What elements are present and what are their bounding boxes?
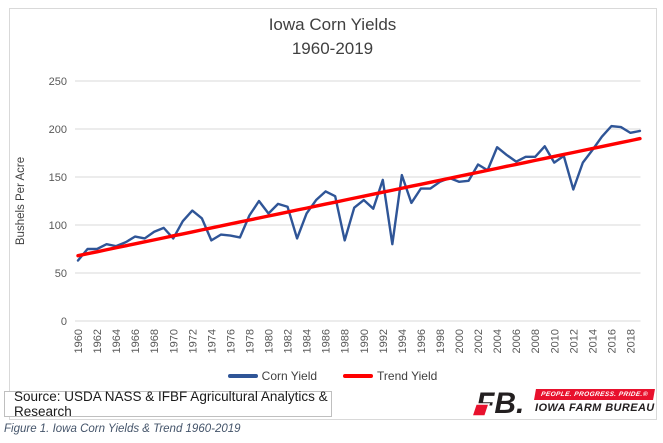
- trend-yield-line: [76, 136, 642, 258]
- y-tick-label: 150: [49, 172, 67, 184]
- chart-title-line2: 1960-2019: [291, 39, 374, 58]
- y-tick-label: 50: [55, 268, 67, 280]
- corn-yield-line: [76, 124, 642, 262]
- x-tick-label: 1964: [111, 329, 123, 353]
- source-box: Source: USDA NASS & IFBF Agricultural An…: [4, 389, 332, 419]
- chart-title-line1: Iowa Corn Yields: [268, 15, 397, 34]
- y-tick-label: 100: [49, 220, 67, 232]
- fb-logo-mark: FB.: [472, 387, 524, 418]
- trend-yield-line-swatch: [343, 374, 374, 378]
- x-tick-label: 2008: [530, 329, 542, 353]
- x-tick-label: 1968: [149, 329, 161, 353]
- legend-label-trend-yield: Trend Yield: [377, 369, 438, 383]
- x-tick-label: 2010: [549, 329, 561, 353]
- x-tick-label: 1980: [264, 329, 276, 353]
- x-tick-label: 1966: [130, 329, 142, 353]
- legend-label-corn-yield: Corn Yield: [261, 369, 318, 383]
- x-tick-label: 1988: [340, 329, 352, 353]
- x-tick-label: 2004: [492, 329, 504, 353]
- x-tick-label: 1982: [283, 329, 295, 353]
- y-axis-title: Bushels Per Acre: [15, 157, 27, 245]
- y-tick-label: 200: [49, 124, 67, 136]
- legend-item-trend-yield: Trend Yield: [343, 369, 437, 383]
- x-tick-label: 1970: [168, 329, 180, 353]
- corn-yield-line-swatch: [227, 374, 258, 378]
- logo-tagline-ribbon: PEOPLE. PROGRESS. PRIDE.®: [534, 388, 655, 400]
- x-tick-label: 1978: [244, 329, 256, 353]
- x-tick-label: 2000: [454, 329, 466, 353]
- source-text: Source: USDA NASS & IFBF Agricultural An…: [14, 389, 328, 419]
- x-tick-label: 2016: [606, 329, 618, 353]
- x-tick-label: 1960: [73, 329, 85, 353]
- logo-org-name: IOWA FARM BUREAU: [535, 401, 655, 414]
- chart-frame: [9, 8, 657, 420]
- x-tick-label: 2014: [587, 329, 599, 353]
- fb-logo-red-accent: [472, 403, 491, 417]
- x-tick-label: 1974: [206, 329, 218, 353]
- x-tick-label: 2006: [511, 329, 523, 353]
- x-tick-label: 1998: [435, 329, 447, 353]
- x-tick-label: 1996: [416, 329, 428, 353]
- chart-title: Iowa Corn Yields 1960-2019: [10, 13, 655, 61]
- x-tick-label: 1986: [321, 329, 333, 353]
- figure-caption: Figure 1. Iowa Corn Yields & Trend 1960-…: [4, 423, 241, 435]
- iowa-farm-bureau-logo: FB. PEOPLE. PROGRESS. PRIDE.® IOWA FARM …: [472, 384, 655, 418]
- x-tick-label: 2018: [625, 329, 637, 353]
- x-tick-label: 2002: [473, 329, 485, 353]
- x-tick-label: 1990: [359, 329, 371, 353]
- y-tick-label: 250: [49, 76, 67, 88]
- x-tick-label: 1972: [187, 329, 199, 353]
- x-tick-label: 1984: [302, 329, 314, 353]
- chart-legend: Corn Yield Trend Yield: [10, 369, 655, 383]
- y-tick-label: 0: [61, 316, 67, 328]
- x-tick-label: 1992: [378, 329, 390, 353]
- legend-item-corn-yield: Corn Yield: [227, 369, 318, 383]
- x-tick-label: 1962: [92, 329, 104, 353]
- x-tick-label: 1976: [225, 329, 237, 353]
- x-tick-label: 1994: [397, 329, 409, 353]
- x-tick-label: 2012: [568, 329, 580, 353]
